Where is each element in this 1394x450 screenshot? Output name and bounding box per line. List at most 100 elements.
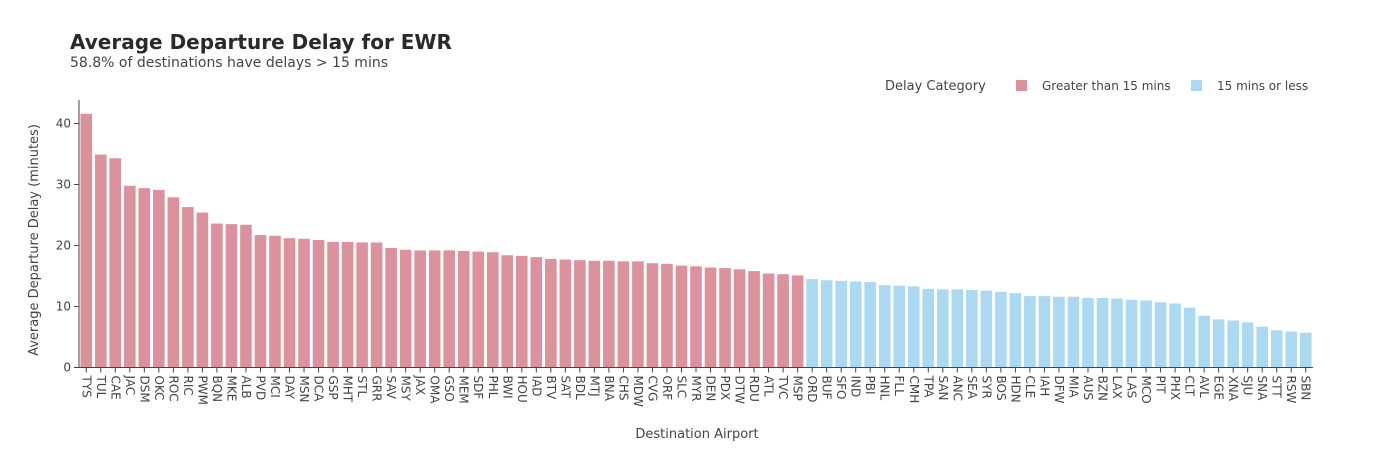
- bars: [80, 113, 1312, 368]
- bar: [1082, 297, 1094, 368]
- bar: [327, 241, 339, 368]
- bar: [530, 257, 543, 368]
- x-axis-ticks: TYS TUL CAE JAC DSM OKC ROC RIC PWM BQN MKE ALB PVD M…: [79, 367, 1313, 407]
- x-tick-label: SFO: [834, 376, 848, 400]
- bar: [661, 263, 673, 368]
- x-tick-label: MHT: [341, 376, 355, 403]
- y-tick-label: 10: [56, 300, 71, 314]
- x-tick-label: ALB: [239, 376, 253, 399]
- bar: [472, 251, 485, 368]
- y-tick-label: 0: [63, 361, 71, 375]
- x-tick-label: PIT: [1154, 376, 1168, 395]
- x-tick-label: IAH: [1037, 376, 1051, 397]
- bar: [167, 197, 180, 368]
- bar: [254, 235, 267, 368]
- bar: [515, 255, 528, 368]
- x-tick-label: IAD: [529, 376, 543, 397]
- bar: [545, 258, 557, 368]
- bar: [240, 224, 252, 368]
- bar: [675, 265, 688, 368]
- x-tick-label: SAT: [558, 376, 572, 399]
- bar: [269, 235, 281, 368]
- x-tick-label: ANC: [950, 376, 964, 402]
- x-tick-label: RDU: [747, 376, 761, 402]
- x-tick-label: DCA: [312, 376, 326, 403]
- x-tick-label: BZN: [1095, 376, 1109, 401]
- x-tick-label: MIA: [1066, 376, 1080, 399]
- bar: [1212, 319, 1225, 368]
- chart-subtitle: 58.8% of destinations have delays > 15 m…: [70, 55, 388, 71]
- x-tick-label: DEN: [704, 376, 718, 402]
- bar: [486, 252, 499, 368]
- x-tick-label: SDF: [471, 376, 485, 400]
- x-tick-label: AUS: [1081, 376, 1095, 401]
- bar: [341, 241, 354, 368]
- x-tick-label: PWM: [195, 376, 209, 405]
- x-tick-label: BWI: [500, 376, 514, 399]
- bar: [1256, 326, 1268, 368]
- bar: [820, 280, 833, 368]
- x-tick-label: TYS: [79, 375, 93, 398]
- x-tick-label: IND: [849, 376, 863, 398]
- bar: [182, 207, 194, 368]
- bar: [632, 261, 644, 368]
- x-tick-label: PDX: [718, 376, 732, 401]
- x-tick-label: SEA: [965, 376, 979, 400]
- x-tick-label: CVG: [645, 376, 659, 402]
- bar: [936, 289, 949, 368]
- x-tick-label: XNA: [1226, 376, 1240, 402]
- y-tick-label: 40: [56, 117, 71, 131]
- bar: [1154, 302, 1167, 368]
- x-tick-label: DFW: [1052, 376, 1066, 404]
- x-tick-label: OMA: [428, 376, 442, 405]
- x-tick-label: BDL: [573, 376, 587, 400]
- bar: [762, 273, 775, 368]
- x-tick-label: JAC: [123, 375, 137, 396]
- bar: [1285, 331, 1298, 368]
- bar: [791, 275, 804, 368]
- x-tick-label: SAV: [384, 376, 398, 400]
- bar: [1009, 293, 1022, 368]
- bar: [283, 238, 296, 368]
- bar: [1140, 300, 1152, 368]
- x-tick-label: SBN: [1299, 376, 1313, 401]
- y-tick-label: 30: [56, 178, 71, 192]
- bar: [849, 281, 862, 368]
- bar: [428, 250, 441, 368]
- bar: [777, 274, 789, 368]
- x-tick-label: RIC: [181, 376, 195, 396]
- bar: [922, 288, 935, 368]
- bar: [995, 291, 1007, 368]
- bar: [893, 285, 906, 368]
- bar: [646, 263, 659, 368]
- bar: [806, 279, 818, 368]
- x-tick-label: MKE: [224, 376, 238, 402]
- x-tick-label: GSO: [442, 376, 456, 402]
- x-tick-label: ROC: [166, 376, 180, 402]
- x-tick-label: MYR: [689, 376, 703, 402]
- bar: [864, 282, 877, 368]
- legend-title: Delay Category: [885, 79, 986, 94]
- x-tick-label: BUF: [820, 376, 834, 400]
- y-axis-ticks: 0 10 20 30 40: [56, 117, 79, 375]
- bar: [1125, 299, 1138, 368]
- bar: [138, 188, 151, 368]
- x-tick-label: CLE: [1023, 376, 1037, 399]
- x-tick-label: PBI: [863, 376, 877, 395]
- bar: [1038, 296, 1051, 368]
- x-tick-label: GSP: [326, 376, 340, 400]
- x-tick-label: AVL: [1197, 376, 1211, 399]
- x-tick-label: BQN: [210, 376, 224, 403]
- x-tick-label: EGE: [1212, 376, 1226, 400]
- x-tick-label: BTV: [544, 376, 558, 401]
- y-tick-label: 20: [56, 239, 71, 253]
- bar: [501, 255, 514, 368]
- x-axis-label: Destination Airport: [635, 427, 758, 442]
- bar: [196, 212, 209, 368]
- chart-title: Average Departure Delay for EWR: [70, 30, 452, 54]
- bar: [574, 260, 586, 368]
- bar: [980, 290, 993, 368]
- bar: [443, 250, 456, 368]
- legend-entry-label: Greater than 15 mins: [1042, 79, 1171, 93]
- x-tick-label: MSY: [399, 376, 413, 402]
